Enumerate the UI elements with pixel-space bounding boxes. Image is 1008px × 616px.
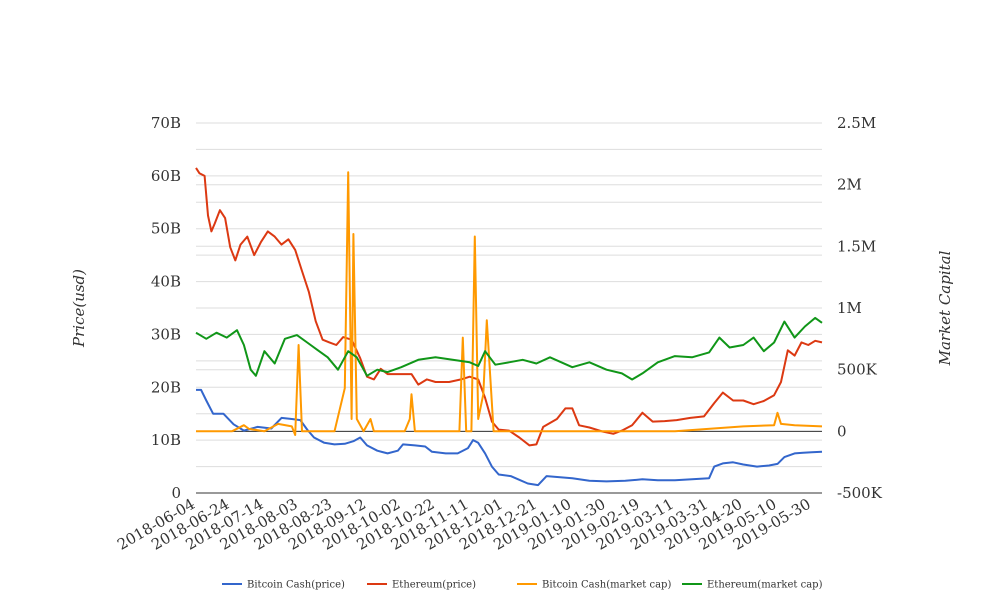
left-tick-label: 10B (151, 431, 181, 449)
grid (196, 122, 822, 468)
legend-label: Ethereum(market cap) (707, 580, 823, 591)
left-axis-title: Price(usd) (70, 269, 88, 348)
legend-label: Bitcoin Cash(price) (247, 580, 345, 591)
series-line-ethereum-market-cap (195, 316, 823, 381)
right-tick-label: 2M (837, 176, 862, 194)
legend-label: Bitcoin Cash(market cap) (542, 580, 671, 591)
left-tick-label: 40B (151, 273, 181, 291)
x-axis-ticks: 2018-06-042018-06-242018-07-142018-08-03… (114, 495, 814, 554)
right-axis-ticks: -500K 0 500K 1M 1.5M 2M 2.5M (837, 114, 883, 502)
right-tick-label: 1M (837, 299, 862, 317)
right-tick-label: -500K (837, 484, 883, 502)
left-axis-ticks: 0 10B 20B 30B 40B 50B 60B 70B (151, 114, 181, 502)
right-axis-title: Market Capital (936, 250, 954, 366)
left-tick-label: 20B (151, 378, 181, 396)
left-tick-label: 60B (151, 167, 181, 185)
right-tick-label: 2.5M (837, 114, 876, 132)
series-line-ethereum-price (195, 167, 823, 447)
series-layer (195, 167, 823, 487)
series-line-bitcoin-cash-price (196, 388, 823, 487)
left-tick-label: 0 (171, 484, 181, 502)
right-tick-label: 1.5M (837, 237, 876, 255)
legend-label: Ethereum(price) (392, 580, 476, 591)
series-line-bitcoin-cash-market-cap (196, 171, 823, 436)
right-tick-label: 0 (837, 422, 847, 440)
legend: Bitcoin Cash(price) Ethereum(price) Bitcoi… (222, 580, 823, 591)
left-tick-label: 30B (151, 325, 181, 343)
right-tick-label: 500K (837, 361, 878, 379)
left-tick-label: 70B (151, 114, 181, 132)
left-tick-label: 50B (151, 220, 181, 238)
